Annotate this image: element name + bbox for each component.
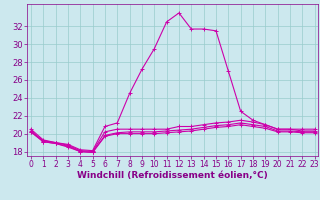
- X-axis label: Windchill (Refroidissement éolien,°C): Windchill (Refroidissement éolien,°C): [77, 171, 268, 180]
